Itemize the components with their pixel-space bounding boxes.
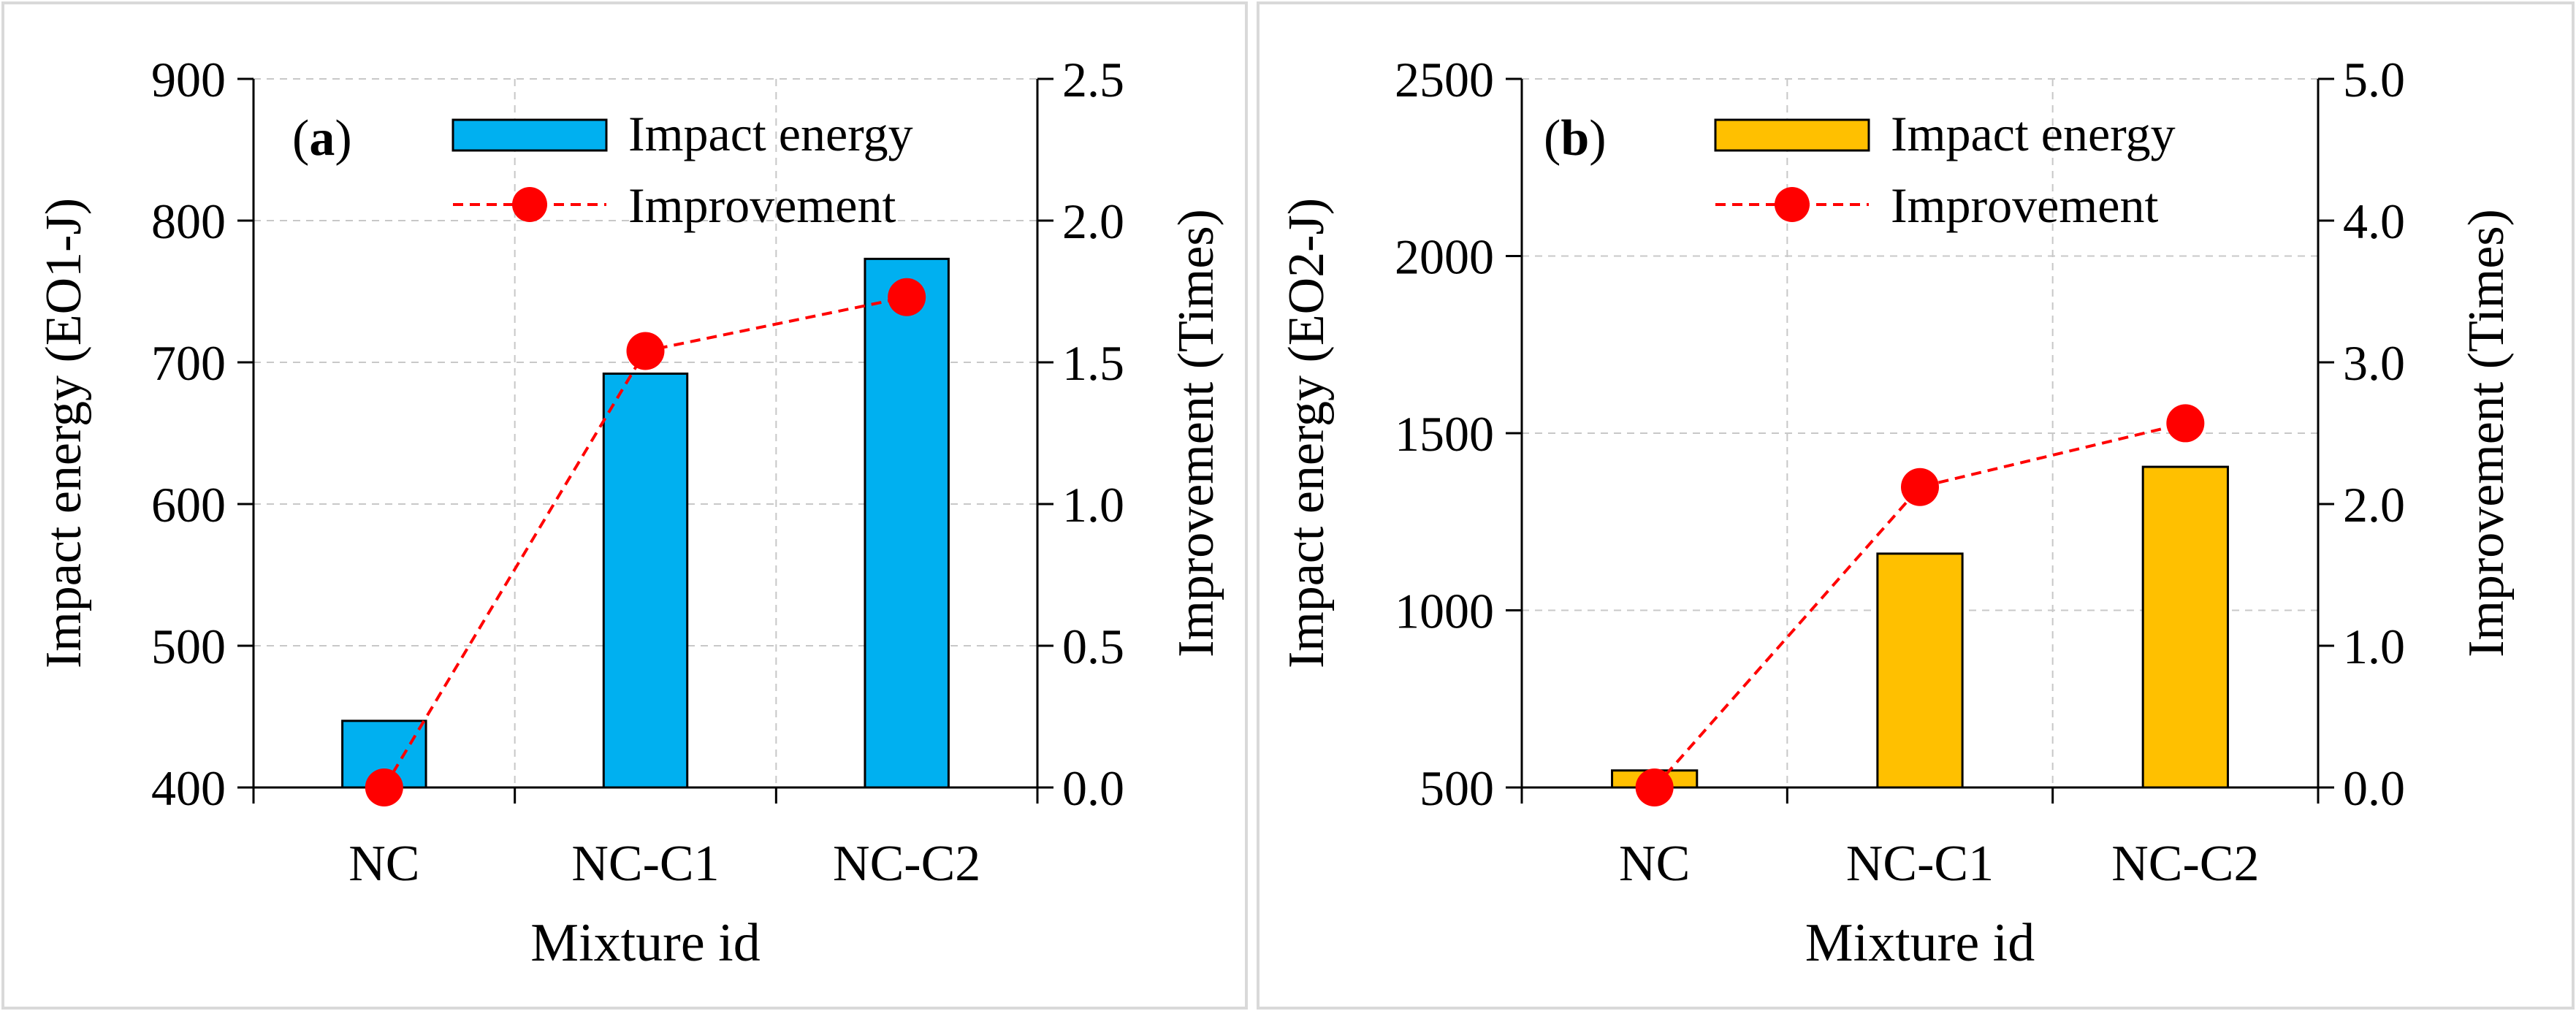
legend-line-marker bbox=[1775, 187, 1810, 222]
x-tick-label: NC-C1 bbox=[1846, 836, 1994, 892]
bar-nc-c2 bbox=[2141, 465, 2229, 789]
x-tick-label: NC-C2 bbox=[2111, 836, 2259, 892]
y2-axis-label: Improvement (Times) bbox=[2458, 209, 2515, 657]
y-tick-label: 2000 bbox=[1395, 229, 1494, 285]
y-axis-label: Impact energy (EO1-J) bbox=[36, 198, 92, 668]
chart-panel-a: 400 500 600 700 800 900 0.0 0.5 1.0 1.5 2.0 2.5 NC NC… bbox=[0, 0, 1249, 1011]
y2-tick-label: 0.0 bbox=[1062, 760, 1124, 816]
y2-tick-label: 2.0 bbox=[1062, 194, 1124, 249]
x-tick-label: NC bbox=[1619, 836, 1690, 892]
x-tick-label: NC-C2 bbox=[833, 836, 980, 892]
x-tick-label: NC bbox=[348, 836, 419, 892]
y-tick-label: 500 bbox=[1420, 760, 1494, 816]
legend-label-line: Improvement bbox=[1891, 178, 2158, 233]
legend-label-bar: Impact energy bbox=[628, 106, 913, 161]
y-tick-label: 500 bbox=[151, 619, 226, 674]
legend-bar-swatch bbox=[1714, 118, 1870, 152]
bar-nc-c1 bbox=[602, 373, 689, 789]
x-axis-label: Mixture id bbox=[1805, 913, 2035, 973]
improvement-point-nc-c2 bbox=[888, 278, 926, 316]
y2-tick-label: 3.0 bbox=[2343, 335, 2405, 391]
y2-tick-label: 2.5 bbox=[1062, 52, 1124, 107]
legend-label-line: Improvement bbox=[628, 178, 896, 233]
y-tick-label: 2500 bbox=[1395, 52, 1494, 107]
y-tick-label: 400 bbox=[151, 760, 226, 816]
bar-nc-c2 bbox=[864, 257, 950, 789]
panel-label: (b) bbox=[1544, 110, 1607, 167]
y-tick-label: 1500 bbox=[1395, 406, 1494, 462]
y-tick-label: 600 bbox=[151, 477, 226, 533]
legend-label-bar: Impact energy bbox=[1891, 106, 2176, 161]
y2-tick-label: 0.5 bbox=[1062, 619, 1124, 674]
improvement-point-nc-c2 bbox=[2166, 404, 2205, 443]
y2-tick-label: 1.0 bbox=[1062, 477, 1124, 533]
improvement-point-nc-c1 bbox=[626, 332, 665, 370]
legend-bar-swatch bbox=[451, 118, 608, 152]
y2-tick-label: 1.5 bbox=[1062, 335, 1124, 391]
panel-label: (a) bbox=[292, 110, 352, 167]
improvement-point-nc bbox=[365, 768, 403, 806]
bar-nc-c1 bbox=[1876, 552, 1964, 789]
legend-line-marker bbox=[512, 187, 547, 222]
y-tick-label: 700 bbox=[151, 335, 226, 391]
chart-a: 400 500 600 700 800 900 0.0 0.5 1.0 1.5 2.0 2.5 NC NC… bbox=[1, 1, 1248, 1010]
y-tick-label: 900 bbox=[151, 52, 226, 107]
y-tick-label: 800 bbox=[151, 194, 226, 249]
y-axis-label: Impact energy (EO2-J) bbox=[1279, 198, 1335, 668]
y2-tick-label: 1.0 bbox=[2343, 619, 2405, 674]
y2-tick-label: 4.0 bbox=[2343, 194, 2405, 249]
y2-axis-label: Improvement (Times) bbox=[1168, 209, 1224, 657]
improvement-point-nc-c1 bbox=[1901, 468, 1939, 506]
x-axis-label: Mixture id bbox=[530, 913, 760, 973]
improvement-point-nc bbox=[1635, 768, 1674, 806]
y2-tick-label: 5.0 bbox=[2343, 52, 2405, 107]
chart-panel-b: 500 1000 1500 2000 2500 0.0 1.0 2.0 3.0 4.0 5.0 NC N… bbox=[1255, 0, 2576, 1011]
y2-tick-label: 0.0 bbox=[2343, 760, 2405, 816]
chart-b: 500 1000 1500 2000 2500 0.0 1.0 2.0 3.0 4.0 5.0 NC N… bbox=[1257, 1, 2575, 1010]
y-tick-label: 1000 bbox=[1395, 584, 1494, 639]
x-tick-label: NC-C1 bbox=[571, 836, 719, 892]
y2-tick-label: 2.0 bbox=[2343, 477, 2405, 533]
